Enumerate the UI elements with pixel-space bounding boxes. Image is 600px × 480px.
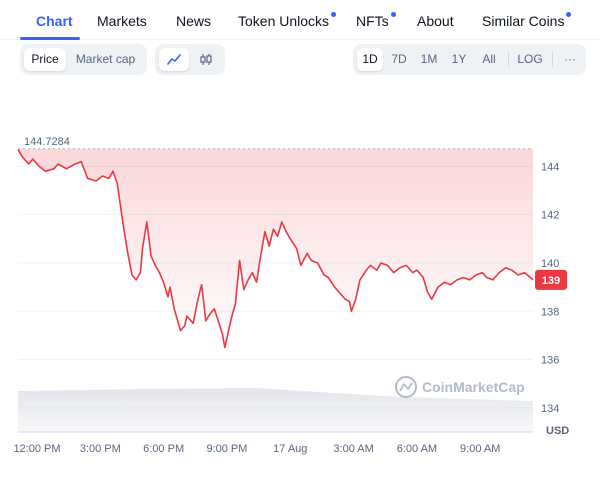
coinmarketcap-logo-icon [395,376,417,398]
currency-label: USD [546,425,569,437]
active-tab-indicator [20,37,80,40]
line-chart-button[interactable] [159,48,189,71]
notification-dot [566,12,572,17]
tab-label: Similar Coins [482,13,565,29]
tab-label: About [417,13,454,29]
current-price-tag: 139 [535,269,567,290]
price-area [18,148,533,348]
tab-similar-coins[interactable]: Similar Coins [482,12,572,29]
volume-area [18,388,533,432]
metric-toggle: Price Market cap [20,44,147,75]
current-price-tag-bg [535,269,567,290]
watermark: CoinMarketCap [395,376,525,398]
x-tick-label: 6:00 PM [143,443,184,455]
tab-label: NFTs [356,13,389,29]
price-line [17,149,534,349]
price-toggle-button[interactable]: Price [24,48,66,71]
y-tick-label: 140 [541,258,559,270]
x-tick-label: 3:00 AM [333,443,373,455]
x-tick-label: 9:00 AM [460,443,500,455]
x-tick-label: 9:00 PM [206,443,247,455]
current-price-value: 139 [542,275,560,287]
tab-label: Token Unlocks [238,13,330,29]
tab-news[interactable]: News [176,13,211,29]
start-price-label: 144.7284 [24,136,70,148]
tab-chart[interactable]: Chart [36,13,73,29]
y-tick-label: 134 [541,403,559,415]
candlestick-icon [200,54,212,65]
tab-markets[interactable]: Markets [97,13,147,29]
y-tick-label: 136 [541,355,559,367]
notification-dot [331,12,337,17]
x-tick-label: 6:00 AM [397,443,437,455]
tab-label: Markets [97,13,147,29]
more-divider [552,52,553,67]
time-range-toggle: 1D 7D 1M 1Y All LOG ··· [353,44,586,75]
range-divider [508,52,509,67]
more-options-button[interactable]: ··· [564,52,576,66]
range-7d-button[interactable]: 7D [391,52,407,66]
y-tick-label: 144 [541,161,559,173]
range-all-button[interactable]: All [482,52,496,66]
tab-bar: Chart Markets News Token Unlocks NFTs Ab… [0,0,600,40]
y-tick-label: 142 [541,210,559,222]
tab-label: News [176,13,212,29]
notification-dot [390,12,396,17]
x-tick-label: 3:00 PM [80,443,121,455]
tab-label: Chart [36,13,73,29]
market-cap-toggle-button[interactable]: Market cap [75,52,136,66]
tab-nfts[interactable]: NFTs [356,12,396,29]
line-chart-icon [167,54,181,65]
x-tick-label: 17 Aug [273,443,307,455]
tab-token-unlocks[interactable]: Token Unlocks [238,12,337,29]
candlestick-button[interactable] [191,48,221,71]
tab-about[interactable]: About [417,13,454,29]
range-1y-button[interactable]: 1Y [451,52,467,66]
chart-type-toggle [155,44,225,75]
log-scale-button[interactable]: LOG [517,52,543,66]
range-1d-button[interactable]: 1D [357,48,383,71]
range-1m-button[interactable]: 1M [420,52,438,66]
watermark-text: CoinMarketCap [422,379,525,395]
y-tick-label: 138 [541,306,559,318]
x-tick-label: 12:00 PM [13,443,60,455]
